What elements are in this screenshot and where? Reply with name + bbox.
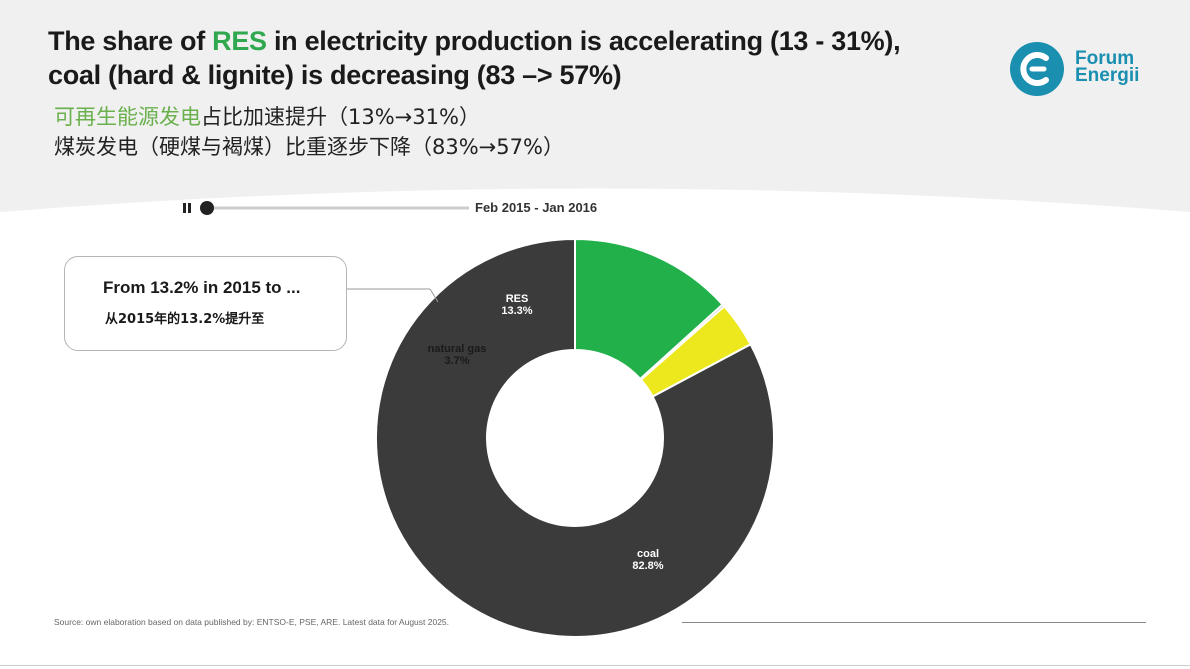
slice-value-coal: 82.8% — [632, 560, 663, 572]
callout-text-zh: 从2015年的13.2%提升至 — [105, 312, 265, 327]
pause-icon-bar-2[interactable] — [188, 203, 191, 213]
page-title: The share of RES in electricity producti… — [48, 24, 901, 92]
timeline-track-svg — [183, 201, 469, 215]
chinese-subtitle: 可再生能源发电占比加速提升（13%→31%） 煤炭发电（硬煤与褐煤）比重逐步下降… — [54, 102, 564, 162]
logo-e-icon — [1020, 52, 1049, 86]
donut-slice-RES[interactable] — [574, 237, 725, 381]
slice-value-natural-gas: 3.7% — [444, 355, 469, 367]
timeline-handle[interactable] — [200, 201, 214, 215]
subtitle-line-1: 可再生能源发电占比加速提升（13%→31%） — [54, 105, 480, 129]
slice-label-coal: coal — [637, 548, 659, 560]
forum-energii-logo: Forum Energii — [1010, 42, 1150, 98]
bottom-divider — [0, 665, 1190, 666]
info-callout: From 13.2% in 2015 to ... 从2015年的13.2%提升… — [64, 256, 347, 351]
slice-value-RES: 13.3% — [501, 305, 532, 317]
timeline-player — [181, 200, 471, 221]
pause-icon-bar-1[interactable] — [183, 203, 186, 213]
subtitle-line-2: 煤炭发电（硬煤与褐煤）比重逐步下降（83%→57%） — [54, 135, 564, 159]
callout-leader-tip — [429, 288, 439, 303]
res-highlight: RES — [212, 26, 267, 56]
title-line-2: coal (hard & lignite) is decreasing (83 … — [48, 60, 622, 90]
donut-slice-coal[interactable] — [375, 237, 775, 638]
title-line-1: The share of RES in electricity producti… — [48, 26, 901, 56]
header-band — [0, 0, 1190, 212]
source-note: Source: own elaboration based on data pu… — [54, 617, 450, 627]
logo-wordmark: Forum Energii — [1075, 48, 1140, 86]
timeline-period-label: Feb 2015 - Jan 2016 — [475, 200, 598, 215]
logo-mark — [1010, 42, 1064, 96]
callout-text-en: From 13.2% in 2015 to ... — [103, 278, 301, 297]
source-divider — [682, 622, 1146, 623]
slice-label-RES: RES — [506, 293, 529, 305]
slice-label-natural-gas: natural gas — [428, 343, 487, 355]
